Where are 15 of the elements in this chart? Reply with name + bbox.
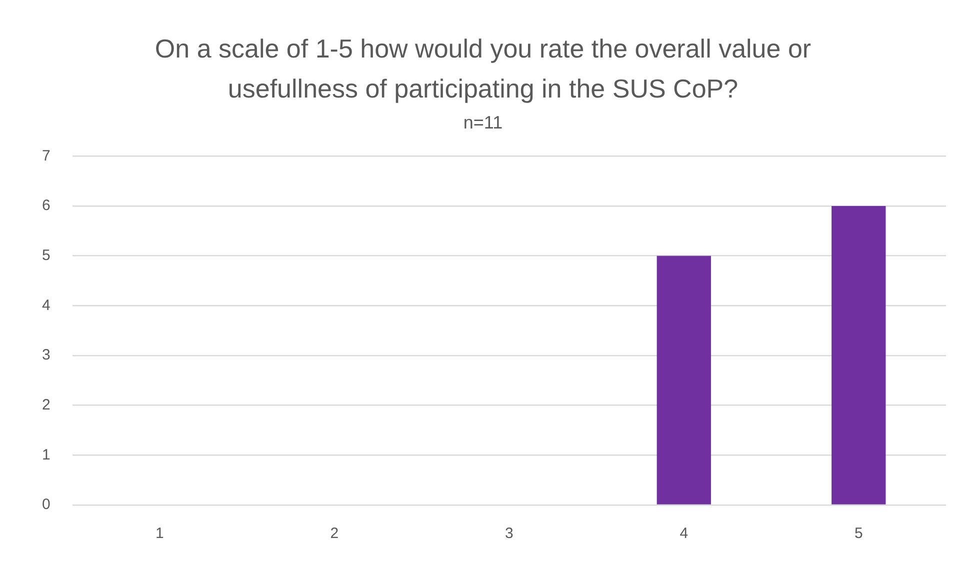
x-tick-label: 2 [330, 525, 339, 542]
y-tick-label: 1 [42, 446, 50, 464]
x-tick-label: 4 [680, 525, 688, 542]
y-tick-label: 7 [42, 147, 50, 164]
y-tick-label: 6 [42, 197, 50, 214]
y-tick-label: 3 [42, 346, 50, 364]
x-tick-label: 3 [505, 525, 514, 542]
y-tick-label: 5 [42, 247, 50, 264]
y-tick-label: 2 [42, 396, 50, 414]
x-tick-label: 1 [156, 525, 164, 542]
y-tick-label: 4 [42, 296, 50, 314]
x-tick-label: 5 [854, 525, 863, 542]
y-tick-label: 0 [42, 496, 50, 514]
chart-title: On a scale of 1-5 how would you rate the overall value or usefullness of participating in the SUS CoP? [154, 33, 812, 104]
chart-subtitle: n=11 [463, 112, 503, 132]
